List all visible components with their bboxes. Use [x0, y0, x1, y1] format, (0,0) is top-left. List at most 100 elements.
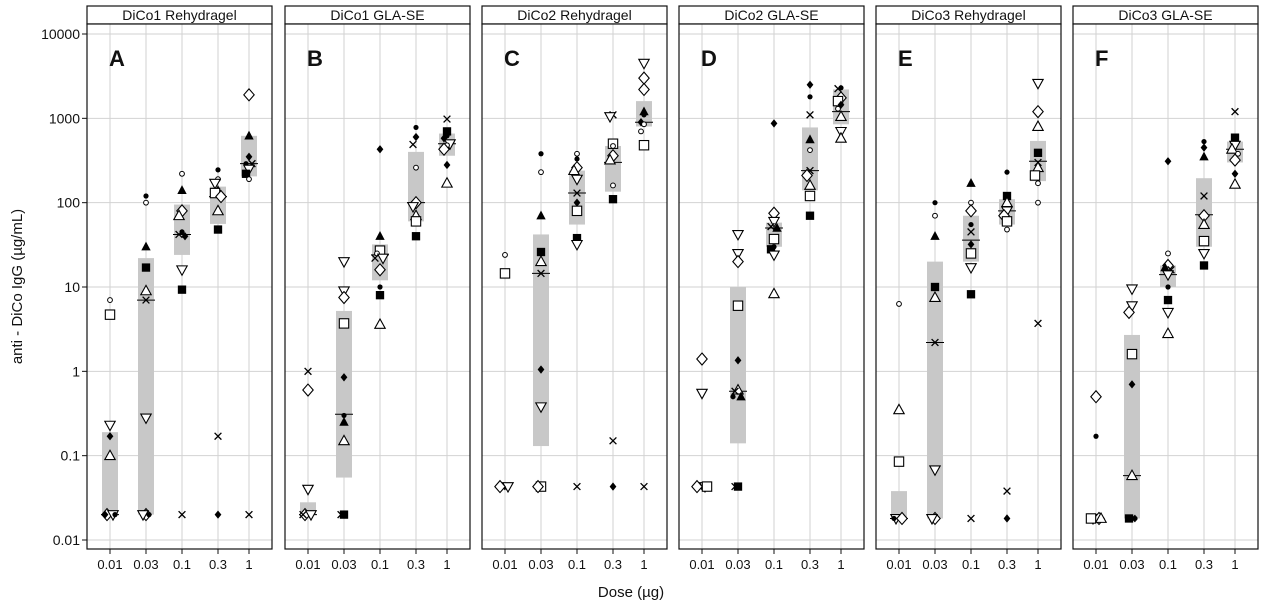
marker-open-circle: [502, 252, 508, 258]
marker-open-down-triangle: [767, 216, 781, 228]
marker-open-triangle: [440, 176, 454, 188]
marker-filled-triangle: [639, 106, 649, 116]
marker-open-down-triangle: [1161, 307, 1175, 319]
x-tick-label: 0.3: [604, 557, 622, 572]
x-tick-label: 0.03: [528, 557, 553, 572]
marker-cross: [731, 482, 739, 491]
marker-open-diamond: [896, 511, 908, 526]
marker-filled-diamond: [734, 356, 742, 365]
x-tick-label: 0.3: [407, 557, 425, 572]
marker-cross: [967, 514, 975, 523]
panel-title: DiCo1 Rehydragel: [122, 7, 236, 23]
x-tick-label: 0.03: [725, 557, 750, 572]
marker-open-circle: [246, 176, 252, 183]
iqr-box: [533, 234, 549, 447]
marker-filled-triangle: [805, 134, 815, 144]
marker-open-triangle: [1228, 177, 1242, 189]
x-tick-label: 0.1: [568, 557, 586, 572]
iqr-box: [138, 258, 154, 515]
marker-filled-triangle: [141, 241, 151, 251]
marker-open-down-triangle: [928, 465, 942, 477]
marker-filled-square: [339, 510, 349, 519]
x-tick-label: 1: [1231, 557, 1238, 572]
marker-filled-triangle: [536, 210, 546, 220]
marker-open-diamond: [965, 204, 977, 218]
marker-open-triangle: [1161, 327, 1175, 339]
iqr-box: [1124, 334, 1140, 519]
marker-filled-circle: [1132, 515, 1138, 522]
iqr-box: [102, 432, 118, 515]
marker-open-diamond: [215, 189, 227, 204]
marker-filled-diamond: [181, 232, 189, 241]
marker-filled-circle: [341, 412, 347, 419]
x-tick-label: 0.3: [1195, 557, 1213, 572]
marker-filled-square: [536, 247, 546, 257]
marker-open-circle: [896, 301, 902, 307]
marker-filled-circle: [1093, 433, 1099, 439]
x-tick-label: 0.03: [331, 557, 356, 572]
marker-filled-triangle: [966, 178, 976, 187]
marker-filled-circle: [413, 124, 419, 131]
x-tick-label: 0.01: [295, 557, 320, 572]
panel-letter: A: [109, 46, 125, 71]
marker-open-down-triangle: [570, 239, 584, 251]
marker-open-triangle: [534, 255, 548, 267]
marker-cross: [175, 230, 183, 239]
marker-filled-circle: [143, 193, 149, 199]
marker-cross: [443, 115, 451, 123]
marker-open-circle: [413, 164, 419, 171]
marker-open-square: [104, 309, 116, 320]
x-tick-label: 0.01: [492, 557, 517, 572]
marker-open-square: [338, 318, 350, 329]
panel-frame: [481, 23, 668, 550]
panel-frame: [678, 23, 865, 550]
marker-open-circle: [638, 128, 644, 135]
marker-filled-triangle: [736, 391, 746, 401]
marker-open-down-triangle: [501, 482, 515, 494]
marker-open-triangle: [103, 449, 117, 461]
panel-frame: [284, 23, 471, 550]
marker-filled-square: [442, 127, 452, 136]
marker-filled-triangle: [375, 231, 385, 240]
marker-open-down-triangle: [570, 174, 584, 186]
marker-open-diamond: [532, 479, 544, 494]
x-tick-label: 0.03: [1119, 557, 1144, 572]
marker-open-square: [768, 233, 780, 245]
marker-cross: [573, 189, 581, 197]
marker-filled-square: [1033, 148, 1043, 157]
x-tick-label: 0.01: [886, 557, 911, 572]
marker-cross: [299, 510, 307, 519]
marker-filled-square: [766, 245, 776, 254]
y-tick-label: 10000: [41, 26, 80, 42]
marker-open-diamond: [1229, 153, 1241, 167]
marker-open-square: [965, 248, 977, 259]
marker-cross: [337, 510, 345, 519]
x-tick-label: 0.03: [922, 557, 947, 572]
marker-open-triangle: [803, 178, 817, 190]
x-tick-label: 1: [640, 557, 647, 572]
panel-b: DiCo1 GLA-SE B 0.01 0.03 0.1 0.3 1: [284, 5, 471, 572]
marker-open-square: [1198, 235, 1210, 247]
x-tick-label: 0.1: [371, 557, 389, 572]
marker-cross: [1003, 487, 1011, 495]
marker-filled-diamond: [1128, 380, 1136, 389]
marker-open-down-triangle: [767, 250, 781, 262]
x-tick-label: 0.01: [689, 557, 714, 572]
marker-filled-circle: [932, 200, 938, 206]
marker-open-down-triangle: [731, 248, 745, 261]
marker-filled-diamond: [573, 198, 581, 207]
marker-open-triangle: [172, 209, 186, 221]
iqr-box: [927, 261, 943, 519]
marker-filled-diamond: [1003, 514, 1011, 523]
marker-filled-circle: [730, 394, 736, 400]
marker-filled-triangle: [1160, 262, 1170, 272]
marker-open-down-triangle: [301, 484, 315, 496]
marker-cross: [767, 222, 775, 231]
marker-filled-circle: [1201, 138, 1207, 145]
marker-filled-square: [1163, 295, 1173, 305]
marker-open-down-triangle: [695, 388, 709, 400]
marker-open-square: [701, 481, 713, 492]
marker-open-square: [1085, 513, 1097, 524]
marker-open-diamond: [732, 254, 744, 269]
marker-cross: [731, 387, 739, 396]
